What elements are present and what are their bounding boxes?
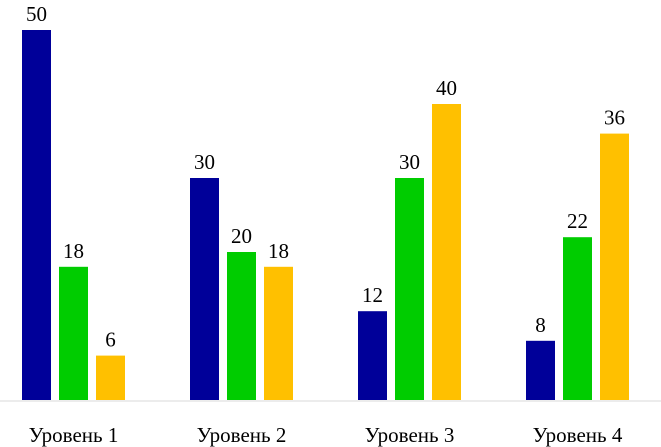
data-label-2-series-2: 20 [231,224,252,248]
bar-2-series-2 [227,252,256,400]
bar-2-series-1 [190,178,219,400]
bar-2-series-3 [264,266,293,400]
x-tick-labels-group: Уровень 1 Уровень 2 Уровень 3 Уровень 4 [29,423,623,447]
data-labels-group: 50 18 6 30 20 18 12 30 40 8 22 36 [26,2,625,352]
data-label-1-series-3: 6 [105,328,116,352]
data-label-3-series-3: 40 [436,76,457,100]
bar-1-series-1 [22,30,51,400]
data-label-1-series-2: 18 [63,239,84,263]
bars-group [22,30,629,400]
bar-1-series-2 [59,266,88,400]
bar-3-series-3 [432,104,461,400]
bar-4-series-3 [600,133,629,400]
data-label-1-series-1: 50 [26,2,47,26]
bar-4-series-2 [563,237,592,400]
data-label-2-series-3: 18 [268,239,289,263]
x-tick-label-4: Уровень 4 [533,423,623,447]
bar-3-series-1 [358,311,387,400]
x-tick-label-1: Уровень 1 [29,423,119,447]
bar-3-series-2 [395,178,424,400]
bar-4-series-1 [526,340,555,400]
bar-1-series-3 [96,355,125,400]
x-tick-label-2: Уровень 2 [197,423,287,447]
data-label-3-series-1: 12 [362,283,383,307]
data-label-4-series-2: 22 [567,209,588,233]
data-label-3-series-2: 30 [399,150,420,174]
data-label-4-series-1: 8 [535,313,546,337]
data-label-2-series-1: 30 [194,150,215,174]
data-label-4-series-3: 36 [604,106,625,130]
x-tick-label-3: Уровень 3 [365,423,455,447]
